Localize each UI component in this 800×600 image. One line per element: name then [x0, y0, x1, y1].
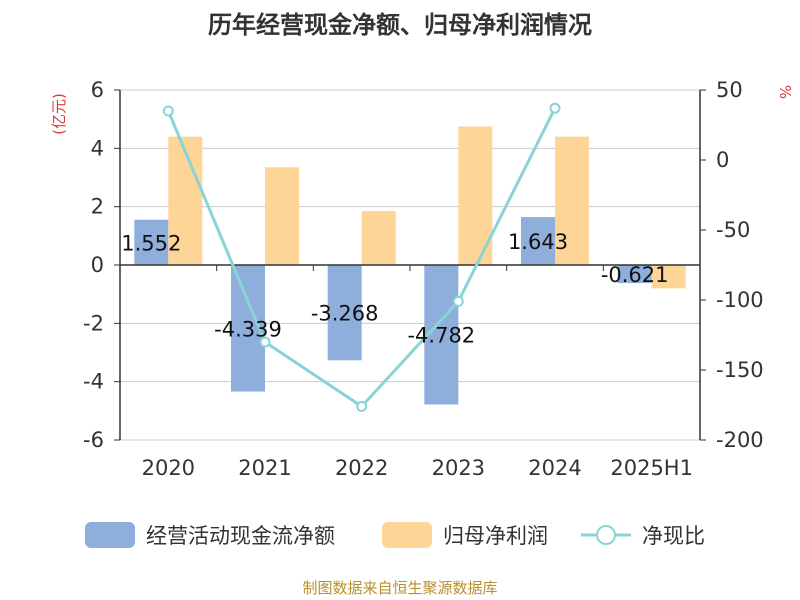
bar-cash-flow: [424, 265, 459, 405]
cash-flow-data-label: -4.782: [407, 324, 475, 348]
legend-line-marker: [596, 525, 616, 545]
legend-label: 经营活动现金流净额: [146, 524, 335, 548]
right-axis-tick-label: -50: [716, 218, 750, 242]
cash-flow-data-label: -3.268: [311, 302, 379, 326]
right-axis-tick-label: -100: [716, 288, 764, 312]
line-layer: [162, 102, 561, 412]
category-label: 2020: [142, 456, 195, 480]
net-cash-ratio-point: [162, 105, 174, 117]
right-axis-tick-label: -200: [716, 428, 764, 452]
left-axis-tick-label: -6: [83, 428, 104, 452]
right-axis-tick-label: -150: [716, 358, 764, 382]
bar-cash-flow: [617, 265, 652, 284]
right-axis-tick-label: 50: [716, 78, 743, 102]
right-axis-unit: %: [776, 85, 794, 99]
chart-title: 历年经营现金净额、归母净利润情况: [208, 11, 592, 39]
legend-label: 净现比: [642, 524, 705, 548]
legend: 经营活动现金流净额 归母净利润 净现比: [85, 522, 705, 548]
right-axis-tick-label: 0: [716, 148, 729, 172]
bar-cash-flow: [327, 265, 362, 361]
net-cash-ratio-point: [549, 102, 561, 114]
net-cash-ratio-point: [356, 400, 368, 412]
cash-flow-data-label: -4.339: [214, 317, 282, 341]
bar-cash-flow: [134, 219, 169, 265]
bar-net-profit: [361, 211, 396, 265]
legend-swatch: [382, 522, 432, 548]
cash-flow-data-label: 1.643: [508, 230, 568, 254]
left-axis-tick-label: 0: [91, 253, 104, 277]
category-label: 2023: [432, 456, 485, 480]
bar-cash-flow: [521, 217, 555, 265]
net-cash-ratio-point: [452, 295, 464, 307]
category-label: 2025H1: [610, 456, 693, 480]
legend-swatch: [85, 522, 135, 548]
bar-net-profit: [265, 167, 299, 265]
left-axis-tick-label: -2: [83, 311, 104, 335]
net-cash-ratio-point: [259, 336, 271, 348]
cash-flow-data-label: 1.552: [121, 231, 181, 255]
axis-layer: [114, 89, 706, 441]
legend-label: 归母净利润: [443, 524, 548, 548]
left-axis-unit: (亿元): [50, 93, 68, 135]
left-axis-tick-label: 2: [91, 195, 104, 219]
left-axis-tick-label: 6: [91, 78, 104, 102]
bar-net-profit: [168, 136, 203, 265]
category-label: 2021: [238, 456, 291, 480]
category-label: 2024: [528, 456, 581, 480]
bar-net-profit: [555, 136, 589, 265]
category-label: 2022: [335, 456, 388, 480]
left-axis-tick-label: 4: [91, 136, 104, 160]
tick-layer: -6 -4 -2 0 2 4 6 -200 -150 -100 -50 0 50 2020 2021 2022…: [83, 78, 764, 480]
bar-net-profit: [651, 265, 686, 289]
cash-flow-data-label: -0.621: [601, 263, 669, 287]
left-axis-tick-label: -4: [83, 370, 104, 394]
source-note: 制图数据来自恒生聚源数据库: [302, 579, 497, 597]
data-label-layer: 1.552 -4.339 -3.268 -4.782 1.643 -0.621: [121, 230, 668, 348]
